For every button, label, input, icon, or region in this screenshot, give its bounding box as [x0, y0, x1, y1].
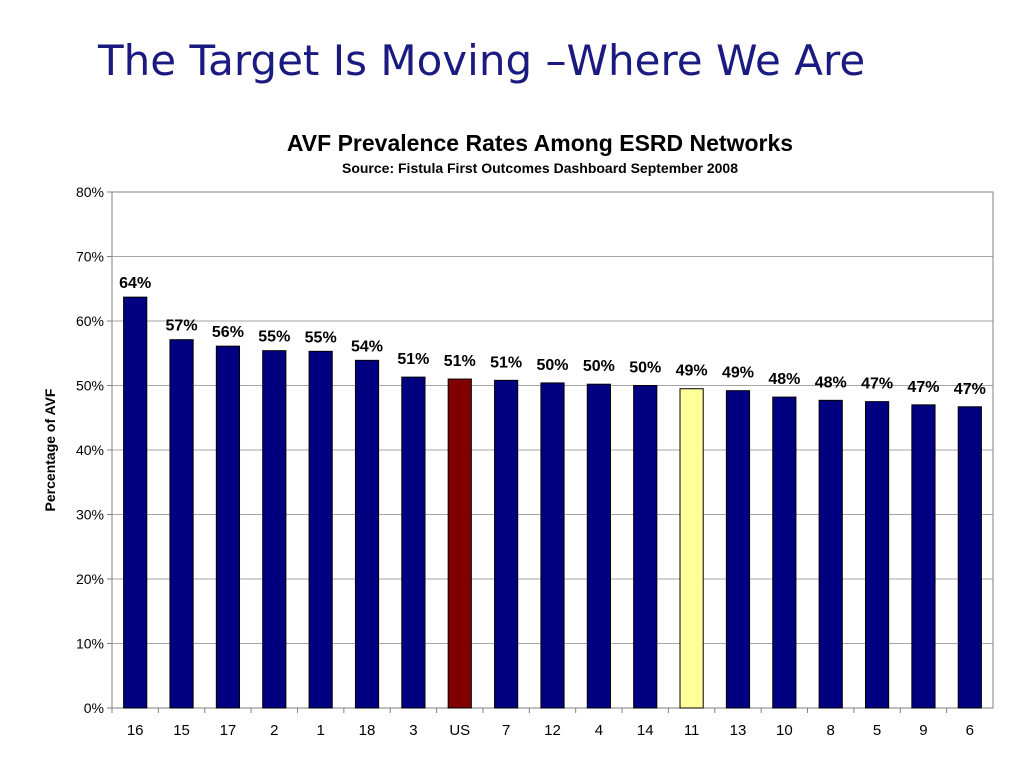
- x-tick-label-18: 18: [359, 722, 376, 739]
- x-tick-label-13: 13: [730, 722, 747, 739]
- bar-2: [262, 350, 287, 709]
- bar-9: [911, 404, 936, 709]
- data-label-12: 50%: [536, 357, 568, 374]
- bar-6: [957, 406, 982, 709]
- y-tick-label: 40%: [76, 442, 104, 458]
- data-label-8: 48%: [815, 374, 847, 391]
- x-tick-label-4: 4: [595, 722, 603, 739]
- data-label-7: 51%: [490, 354, 522, 371]
- x-tick-label-8: 8: [827, 722, 835, 739]
- data-label-5: 47%: [861, 376, 893, 393]
- data-label-15: 57%: [166, 318, 198, 335]
- bar-US: [447, 378, 472, 709]
- y-tick-label: 70%: [76, 249, 104, 265]
- data-label-18: 54%: [351, 338, 383, 355]
- data-label-16: 64%: [119, 275, 151, 292]
- data-label-17: 56%: [212, 324, 244, 341]
- bar-4: [586, 383, 611, 709]
- y-tick-label: 30%: [76, 507, 104, 523]
- data-label-3: 51%: [397, 351, 429, 368]
- bar-1: [308, 350, 333, 709]
- x-tick-label-16: 16: [127, 722, 144, 739]
- bar-13: [725, 390, 751, 709]
- bar-12: [540, 382, 565, 709]
- y-tick-label: 10%: [76, 636, 104, 652]
- x-tick-label-5: 5: [873, 722, 881, 739]
- bar-17: [215, 345, 241, 709]
- bar-15: [169, 339, 194, 709]
- bar-8: [818, 399, 843, 709]
- data-label-6: 47%: [954, 381, 986, 398]
- y-tick-label: 50%: [76, 378, 104, 394]
- data-label-14: 50%: [629, 360, 661, 377]
- y-tick-label: 60%: [76, 313, 104, 329]
- data-label-US: 51%: [444, 353, 476, 370]
- data-label-10: 48%: [768, 371, 800, 388]
- data-label-13: 49%: [722, 365, 754, 382]
- y-tick-label: 80%: [76, 184, 104, 200]
- x-tick-label-6: 6: [966, 722, 974, 739]
- bar-3: [401, 376, 426, 709]
- x-axis-ticks: 16 15 17 2 1 18 3 US 7 12 4 14 11 13 10 8 5 9 6: [111, 708, 974, 739]
- y-tick-label: 20%: [76, 571, 104, 587]
- x-tick-label-11: 11: [684, 722, 700, 739]
- bar-7: [494, 379, 519, 709]
- x-tick-label-1: 1: [316, 722, 324, 739]
- chart-subtitle: Source: Fistula First Outcomes Dashboard…: [342, 160, 738, 176]
- y-axis-label: Percentage of AVF: [42, 388, 58, 511]
- y-tick-label: 0%: [84, 700, 104, 716]
- data-label-11: 49%: [676, 363, 708, 380]
- data-label-9: 47%: [907, 379, 939, 396]
- bar-11: [679, 388, 704, 709]
- bar-14: [633, 385, 658, 709]
- x-tick-label-US: US: [449, 722, 470, 739]
- chart-title: AVF Prevalence Rates Among ESRD Networks: [287, 130, 793, 156]
- x-tick-label-15: 15: [173, 722, 190, 739]
- x-tick-label-9: 9: [919, 722, 927, 739]
- data-label-4: 50%: [583, 358, 615, 375]
- x-tick-label-10: 10: [776, 722, 793, 739]
- x-tick-label-7: 7: [502, 722, 510, 739]
- data-label-2: 55%: [258, 329, 290, 346]
- y-axis-ticks: 0% 10% 20% 30% 40% 50% 60% 70% 80%: [76, 184, 112, 716]
- bars: [123, 296, 982, 709]
- bar-5: [864, 401, 890, 709]
- x-tick-label-12: 12: [544, 722, 561, 739]
- data-labels: 64% 57% 56% 55% 55% 54% 51% 51% 51% 50% 50% 50% 49% 4…: [119, 275, 986, 398]
- bar-16: [123, 296, 148, 709]
- bar-10: [772, 396, 797, 709]
- x-tick-label-3: 3: [409, 722, 417, 739]
- data-label-1: 55%: [305, 329, 337, 346]
- x-tick-label-2: 2: [270, 722, 278, 739]
- x-tick-label-17: 17: [220, 722, 237, 739]
- bar-18: [354, 359, 380, 709]
- slide-title: The Target Is Moving –Where We Are: [98, 36, 866, 85]
- x-tick-label-14: 14: [637, 722, 654, 739]
